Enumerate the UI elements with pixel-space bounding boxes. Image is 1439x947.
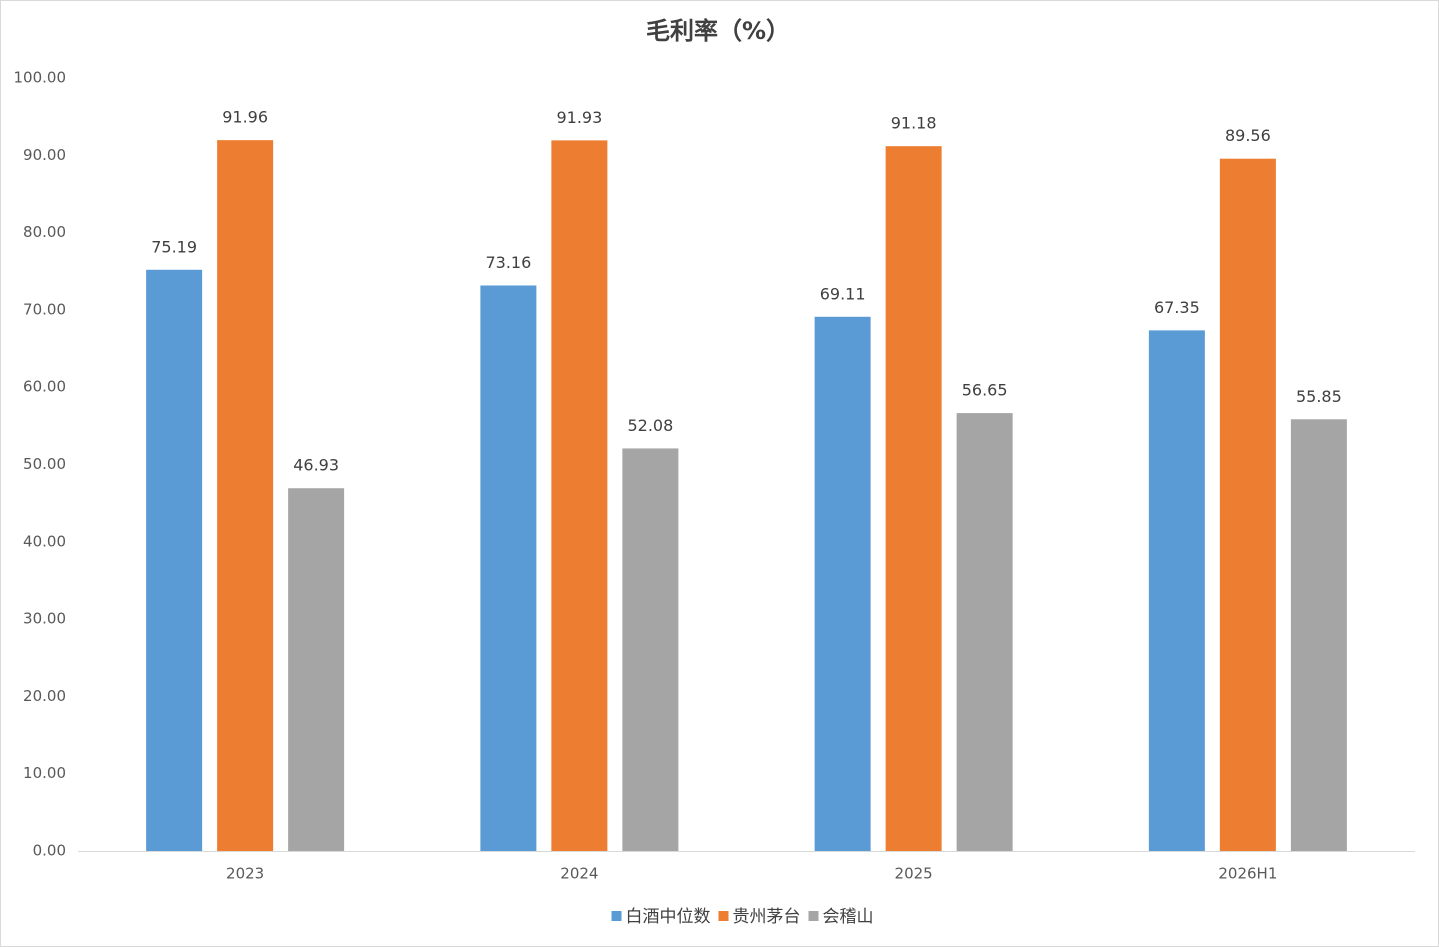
y-tick-label: 90.00 bbox=[23, 146, 66, 164]
y-tick-label: 100.00 bbox=[14, 69, 67, 87]
chart-title: 毛利率（%） bbox=[646, 17, 790, 45]
bar bbox=[217, 140, 274, 852]
data-label: 56.65 bbox=[962, 381, 1008, 400]
data-label: 69.11 bbox=[820, 284, 866, 303]
bar bbox=[814, 316, 871, 852]
x-tick-label: 2024 bbox=[560, 865, 598, 883]
y-tick-label: 50.00 bbox=[23, 455, 66, 473]
data-label: 91.93 bbox=[556, 108, 602, 127]
legend-swatch bbox=[611, 911, 622, 921]
y-tick-label: 70.00 bbox=[23, 300, 66, 318]
data-label: 67.35 bbox=[1154, 298, 1200, 317]
bar bbox=[1148, 330, 1205, 851]
y-tick-label: 20.00 bbox=[23, 687, 66, 705]
y-tick-label: 60.00 bbox=[23, 378, 66, 396]
data-label: 55.85 bbox=[1296, 387, 1342, 406]
bar bbox=[480, 285, 537, 851]
y-tick-label: 40.00 bbox=[23, 532, 66, 550]
bar bbox=[1290, 419, 1347, 851]
y-tick-label: 30.00 bbox=[23, 610, 66, 628]
bar bbox=[146, 269, 203, 851]
legend-swatch bbox=[718, 911, 729, 921]
data-label: 75.19 bbox=[151, 237, 197, 256]
data-label: 89.56 bbox=[1225, 126, 1271, 145]
data-label: 91.96 bbox=[222, 108, 268, 127]
bar bbox=[288, 488, 345, 851]
x-tick-label: 2025 bbox=[895, 865, 933, 883]
bar bbox=[885, 146, 942, 852]
y-tick-label: 80.00 bbox=[23, 223, 66, 241]
data-label: 91.18 bbox=[891, 114, 937, 133]
bar bbox=[1219, 158, 1276, 852]
y-tick-label: 0.00 bbox=[33, 842, 66, 860]
x-tick-label: 2023 bbox=[226, 865, 264, 883]
legend-swatch bbox=[808, 911, 819, 921]
y-tick-label: 10.00 bbox=[23, 764, 66, 782]
x-tick-label: 2026H1 bbox=[1218, 865, 1277, 883]
bar bbox=[551, 140, 608, 851]
data-label: 52.08 bbox=[627, 416, 673, 435]
legend-label: 贵州茅台 bbox=[733, 907, 801, 927]
data-label: 73.16 bbox=[485, 253, 531, 272]
legend-label: 会稽山 bbox=[823, 907, 874, 927]
bar bbox=[956, 413, 1013, 851]
bar bbox=[622, 448, 679, 851]
legend-label: 白酒中位数 bbox=[626, 907, 711, 927]
data-label: 46.93 bbox=[293, 456, 339, 475]
